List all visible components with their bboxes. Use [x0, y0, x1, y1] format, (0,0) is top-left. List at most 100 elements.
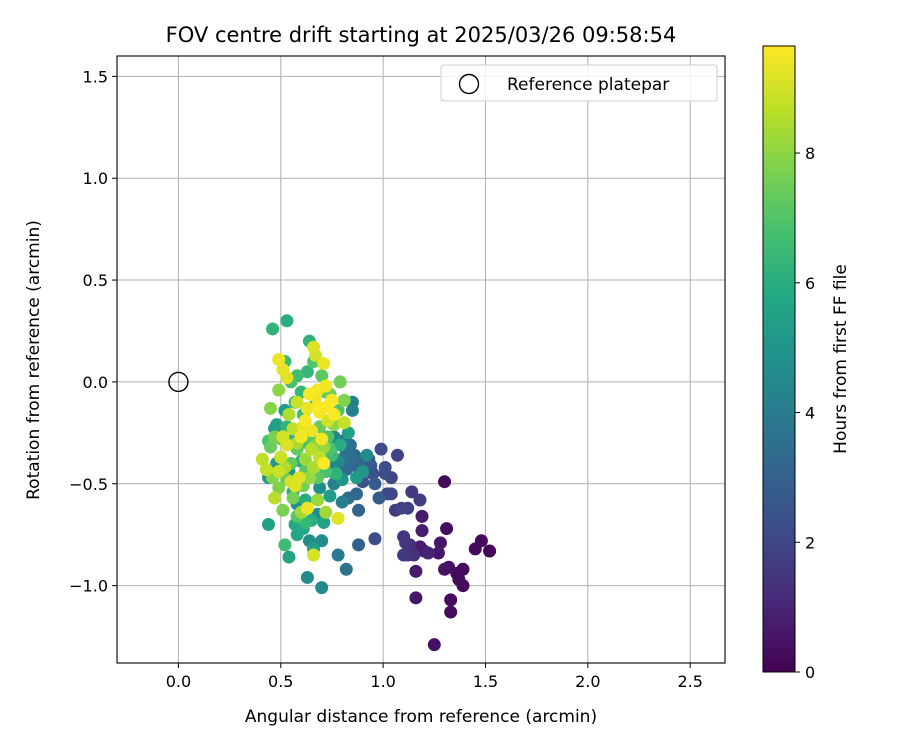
legend-marker [458, 73, 480, 95]
data-point [272, 465, 286, 479]
colorbar-tick-label: 0 [805, 663, 815, 682]
data-point [352, 538, 366, 552]
data-point [268, 491, 282, 505]
x-tick-label: 1.0 [370, 672, 395, 691]
data-point [307, 548, 321, 562]
data-point [390, 448, 404, 462]
data-point [304, 424, 318, 438]
data-point [276, 363, 290, 377]
data-point [333, 375, 347, 389]
data-point [339, 462, 353, 476]
data-point [264, 401, 278, 415]
data-point [298, 414, 312, 428]
data-point [317, 515, 331, 529]
data-point [374, 442, 388, 456]
data-point [350, 471, 364, 485]
data-point [319, 379, 333, 393]
data-point [290, 395, 304, 409]
data-point [378, 467, 392, 481]
colorbar-label: Hours from first FF file [831, 264, 851, 454]
data-point [399, 536, 413, 550]
y-tick-label: −1.0 [69, 577, 108, 596]
data-point [300, 365, 314, 379]
data-point [331, 548, 345, 562]
y-tick-label: 1.0 [83, 169, 108, 188]
y-tick-label: 1.5 [83, 67, 108, 86]
data-point [337, 393, 351, 407]
colorbar-tick-label: 8 [805, 144, 815, 163]
plot-frame [116, 55, 726, 664]
data-point [315, 432, 329, 446]
y-tick-label: 0.5 [83, 271, 108, 290]
data-point [264, 440, 278, 454]
data-point [440, 522, 454, 536]
data-point [300, 501, 314, 515]
data-point [286, 491, 300, 505]
colorbar-gradient [762, 45, 796, 673]
data-point [413, 493, 427, 507]
data-point [329, 467, 343, 481]
data-point [276, 503, 290, 517]
data-point [307, 340, 321, 354]
data-point [298, 452, 312, 466]
x-axis-label: Angular distance from reference (arcmin) [245, 707, 597, 727]
data-point [319, 505, 333, 519]
x-tick-label: 1.5 [473, 672, 498, 691]
data-point [300, 401, 314, 415]
data-point [341, 426, 355, 440]
legend: Reference platepar [440, 64, 718, 102]
data-point [311, 493, 325, 507]
data-point [266, 322, 280, 336]
data-point [327, 407, 341, 421]
data-point [300, 570, 314, 584]
data-point [317, 357, 331, 371]
data-point [427, 638, 441, 652]
data-point [409, 564, 423, 578]
data-point [280, 314, 294, 328]
data-point [259, 462, 273, 476]
data-point [274, 450, 288, 464]
x-tick-label: 2.5 [677, 672, 702, 691]
data-point [255, 452, 269, 466]
legend-box [440, 64, 718, 102]
chart-title: FOV centre drift starting at 2025/03/26 … [166, 23, 677, 47]
data-point [307, 460, 321, 474]
data-point [372, 491, 386, 505]
data-point [483, 544, 497, 558]
colorbar: 0 2 4 6 8 Hours from first FF file [762, 45, 851, 682]
data-point [294, 430, 308, 444]
y-tick-label: 0.0 [83, 373, 108, 392]
data-point [302, 387, 316, 401]
data-point [272, 353, 286, 366]
colorbar-tick-label: 6 [805, 274, 815, 293]
data-point [352, 503, 366, 517]
data-point [315, 581, 329, 595]
data-point [337, 416, 351, 430]
y-axis-label: Rotation from reference (arcmin) [24, 220, 44, 500]
data-point [272, 383, 286, 397]
colorbar-tick-label: 4 [805, 404, 815, 423]
data-point [278, 538, 292, 552]
data-point [313, 481, 327, 495]
data-point [438, 475, 452, 489]
y-tick-label: −0.5 [69, 475, 108, 494]
data-point [360, 448, 374, 462]
data-point [415, 509, 429, 523]
data-point [304, 442, 318, 456]
data-point [311, 399, 325, 413]
data-point [368, 532, 382, 546]
data-point [323, 489, 337, 503]
data-point [331, 511, 345, 525]
data-point [444, 593, 458, 607]
data-point [368, 477, 382, 491]
grid [117, 56, 725, 663]
data-point [468, 542, 482, 556]
x-tick-label: 0.5 [268, 672, 293, 691]
x-tick-label: 2.0 [575, 672, 600, 691]
data-point [272, 481, 286, 495]
data-point [395, 501, 409, 515]
data-point [302, 471, 316, 485]
data-point [335, 495, 349, 509]
data-point [433, 536, 447, 550]
